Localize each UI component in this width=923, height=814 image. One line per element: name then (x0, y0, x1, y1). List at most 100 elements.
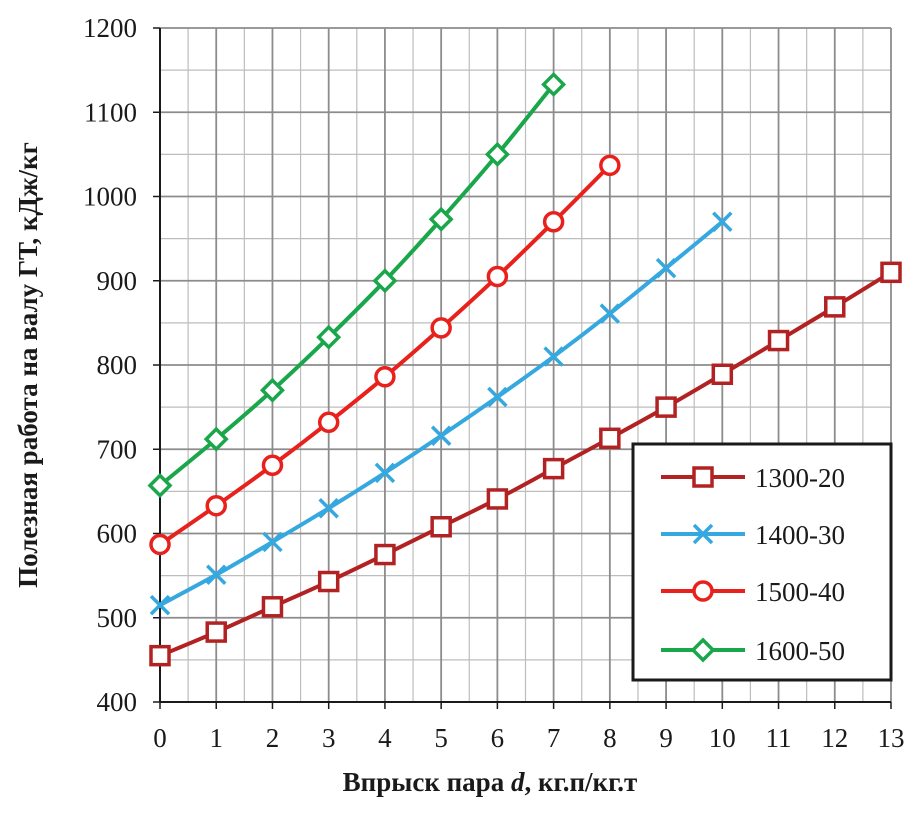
data-point (484, 141, 510, 167)
marker-stroke (374, 462, 396, 484)
x-tick-label: 2 (266, 723, 280, 753)
y-tick-label: 1200 (83, 13, 137, 43)
marker-stroke (543, 346, 564, 367)
data-point (374, 462, 396, 484)
y-tick-label: 700 (97, 434, 138, 464)
legend-label: 1500-40 (755, 577, 845, 607)
x-tick-label: 13 (878, 723, 905, 753)
marker-stroke (712, 211, 733, 233)
y-tick-label: 800 (97, 350, 138, 380)
data-point (824, 296, 846, 318)
series-1300-20 (149, 261, 902, 667)
legend-label: 1300-20 (755, 463, 845, 493)
data-point (541, 71, 567, 97)
legend-entry: 1600-50 (661, 636, 845, 666)
x-tick-label: 12 (821, 723, 848, 753)
y-axis-title: Полезная работа на валу ГТ, кДж/кг (13, 142, 43, 588)
legend-entry: 1300-20 (661, 463, 845, 493)
data-point (205, 494, 227, 517)
data-point (374, 366, 396, 388)
data-point (317, 411, 340, 434)
data-point (261, 454, 284, 477)
x-tick-label: 10 (709, 723, 736, 753)
x-tick-label: 5 (434, 723, 448, 753)
legend-marker (692, 466, 714, 488)
marker-stroke (205, 564, 227, 586)
data-point (430, 425, 452, 447)
legend-box (631, 442, 893, 682)
marker-stroke (318, 497, 339, 519)
y-tick-label: 400 (97, 687, 138, 717)
x-tick-label: 8 (603, 723, 617, 753)
legend: 1300-20 1400-30 1500-40 1600-50 (631, 442, 893, 682)
legend-marker (692, 523, 714, 545)
data-point (712, 211, 733, 233)
y-tick-label: 1000 (83, 182, 137, 212)
data-point (655, 257, 677, 279)
data-point (486, 488, 509, 510)
data-point (599, 427, 621, 450)
legend-marker (692, 580, 714, 602)
x-axis-title: Впрыск пара d, кг.п/кг.т (343, 767, 638, 797)
data-point (486, 265, 509, 288)
marker-stroke (599, 303, 621, 324)
data-point (205, 621, 227, 643)
x-tick-label: 0 (153, 723, 167, 753)
y-tick-label: 900 (97, 266, 138, 296)
series-1500-40 (149, 154, 621, 556)
data-point (374, 543, 396, 566)
data-point (655, 396, 677, 418)
marker-stroke (430, 425, 452, 447)
legend-label: 1600-50 (755, 636, 845, 666)
data-point (262, 531, 283, 553)
data-point (203, 426, 229, 452)
data-point (599, 154, 621, 177)
data-point (205, 564, 227, 586)
data-point (599, 303, 621, 324)
x-tick-label: 1 (209, 723, 223, 753)
marker-stroke (692, 523, 714, 545)
y-tick-label: 500 (97, 603, 138, 633)
marker-stroke (149, 594, 171, 616)
legend-entry: 1400-30 (661, 520, 845, 550)
marker-stroke (487, 386, 508, 408)
marker-stroke (262, 531, 283, 553)
x-tick-label: 7 (547, 723, 561, 753)
data-point (542, 211, 565, 233)
x-tick-label: 6 (491, 723, 505, 753)
data-point (149, 594, 171, 616)
y-tick-label: 600 (97, 519, 138, 549)
data-point (542, 457, 565, 480)
y-tick-label: 1100 (84, 97, 137, 127)
x-tick-label: 3 (322, 723, 336, 753)
data-point (372, 268, 398, 294)
data-point (261, 596, 284, 618)
data-point (767, 329, 790, 352)
data-point (259, 377, 285, 403)
legend-label: 1400-30 (755, 520, 845, 550)
data-point (711, 363, 734, 386)
legend-entry: 1500-40 (661, 577, 845, 607)
data-point (428, 206, 454, 232)
series-1400-30 (149, 211, 733, 616)
data-point (149, 644, 171, 667)
marker-stroke (655, 257, 677, 279)
x-tick-label: 9 (659, 723, 673, 753)
data-point (317, 570, 340, 593)
data-point (149, 533, 171, 556)
data-point (316, 324, 342, 350)
series-layer (147, 71, 902, 667)
legend-marker (690, 637, 716, 663)
axes: 0 1 2 3 4 5 6 7 8 9 10 11 12 134005006007008009001000… (13, 13, 905, 797)
data-point (318, 497, 339, 519)
data-point (487, 386, 508, 408)
data-point (147, 473, 173, 498)
data-point (543, 346, 564, 367)
data-point (880, 261, 902, 284)
data-point (430, 317, 452, 339)
x-tick-label: 4 (378, 723, 392, 753)
x-tick-label: 11 (766, 723, 792, 753)
series-1600-50 (147, 71, 567, 498)
